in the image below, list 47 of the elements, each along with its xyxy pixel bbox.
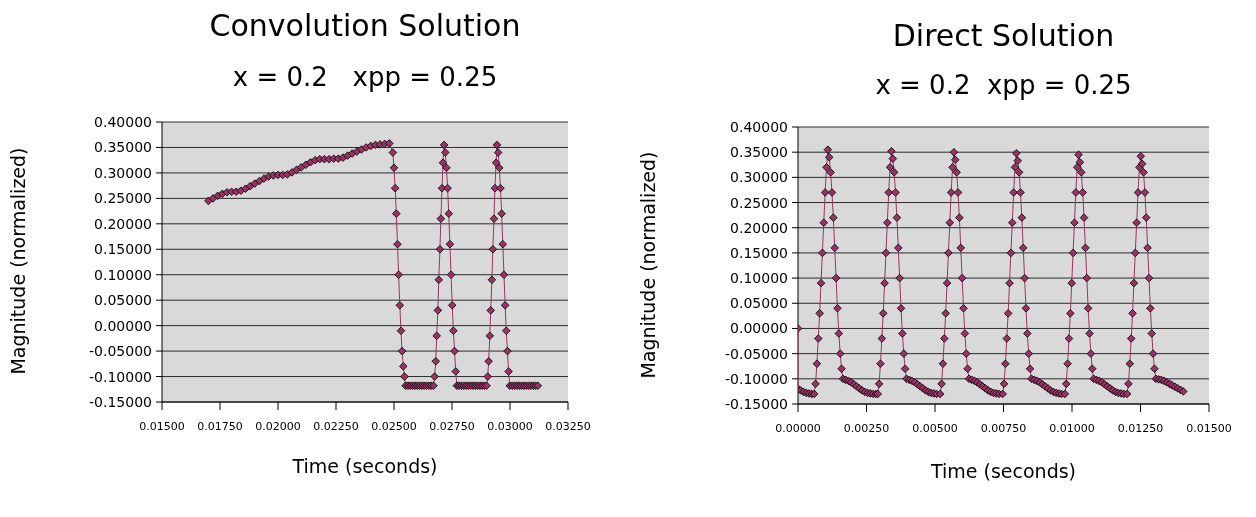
x-axis-title: Time (seconds) <box>930 460 1077 482</box>
y-tick-label: -0.15000 <box>725 396 788 412</box>
x-tick-label: 0.01500 <box>1186 422 1232 435</box>
x-tick-label: 0.02750 <box>429 420 475 433</box>
y-tick-label: 0.15000 <box>730 244 788 261</box>
x-axis-title: Time (seconds) <box>291 455 439 477</box>
y-tick-label: 0.25000 <box>94 190 152 207</box>
x-tick-label: 0.03000 <box>487 420 533 433</box>
x-tick-label: 0.01750 <box>197 420 243 433</box>
x-tick-label: 0.00250 <box>843 422 890 435</box>
x-tick-label: 0.01000 <box>1049 422 1095 435</box>
y-tick-label: 0.35000 <box>730 144 788 161</box>
y-axis-title: Magnitude (normalized) <box>637 150 659 379</box>
chart-subtitle: x = 0.2 xpp = 0.25 <box>874 70 1133 100</box>
x-tick-label: 0.02250 <box>313 420 359 433</box>
y-tick-label: -0.05000 <box>89 343 152 360</box>
y-tick-label: 0.05000 <box>730 295 788 312</box>
x-tick-label: 0.03250 <box>545 420 591 433</box>
y-tick-label: 0.00000 <box>730 320 788 337</box>
y-tick-label: 0.05000 <box>94 292 152 309</box>
y-tick-label: 0.30000 <box>94 164 152 181</box>
x-tick-label: 0.01250 <box>1117 422 1164 435</box>
x-tick-label: 0.02500 <box>371 420 417 433</box>
y-axis-title: Magnitude (normalized) <box>7 147 29 375</box>
y-tick-label: 0.10000 <box>730 270 788 287</box>
y-tick-label: 0.20000 <box>730 219 788 236</box>
y-tick-label: 0.40000 <box>730 119 788 135</box>
y-tick-label: 0.10000 <box>94 266 152 283</box>
y-tick-label: -0.15000 <box>89 394 152 410</box>
y-tick-label: 0.40000 <box>94 114 152 130</box>
y-tick-label: 0.30000 <box>730 169 788 186</box>
y-tick-label: 0.00000 <box>94 317 152 334</box>
y-tick-label: 0.20000 <box>94 215 152 232</box>
x-tick-label: 0.01500 <box>139 420 185 433</box>
x-tick-label: 0.00000 <box>775 422 821 435</box>
chart-subtitle: x = 0.2 xpp = 0.25 <box>231 62 499 92</box>
chart-title: Direct Solution <box>891 18 1116 53</box>
x-tick-label: 0.02000 <box>255 420 301 433</box>
y-tick-label: 0.25000 <box>730 194 788 211</box>
y-tick-label: 0.15000 <box>94 241 152 258</box>
y-tick-label: -0.05000 <box>725 345 788 362</box>
x-tick-label: 0.00500 <box>912 422 958 435</box>
x-tick-label: 0.00750 <box>980 422 1027 435</box>
chart-title: Convolution Solution <box>208 8 522 43</box>
y-tick-label: -0.10000 <box>725 370 788 387</box>
y-tick-label: -0.10000 <box>89 368 152 385</box>
y-tick-label: 0.35000 <box>94 139 152 156</box>
